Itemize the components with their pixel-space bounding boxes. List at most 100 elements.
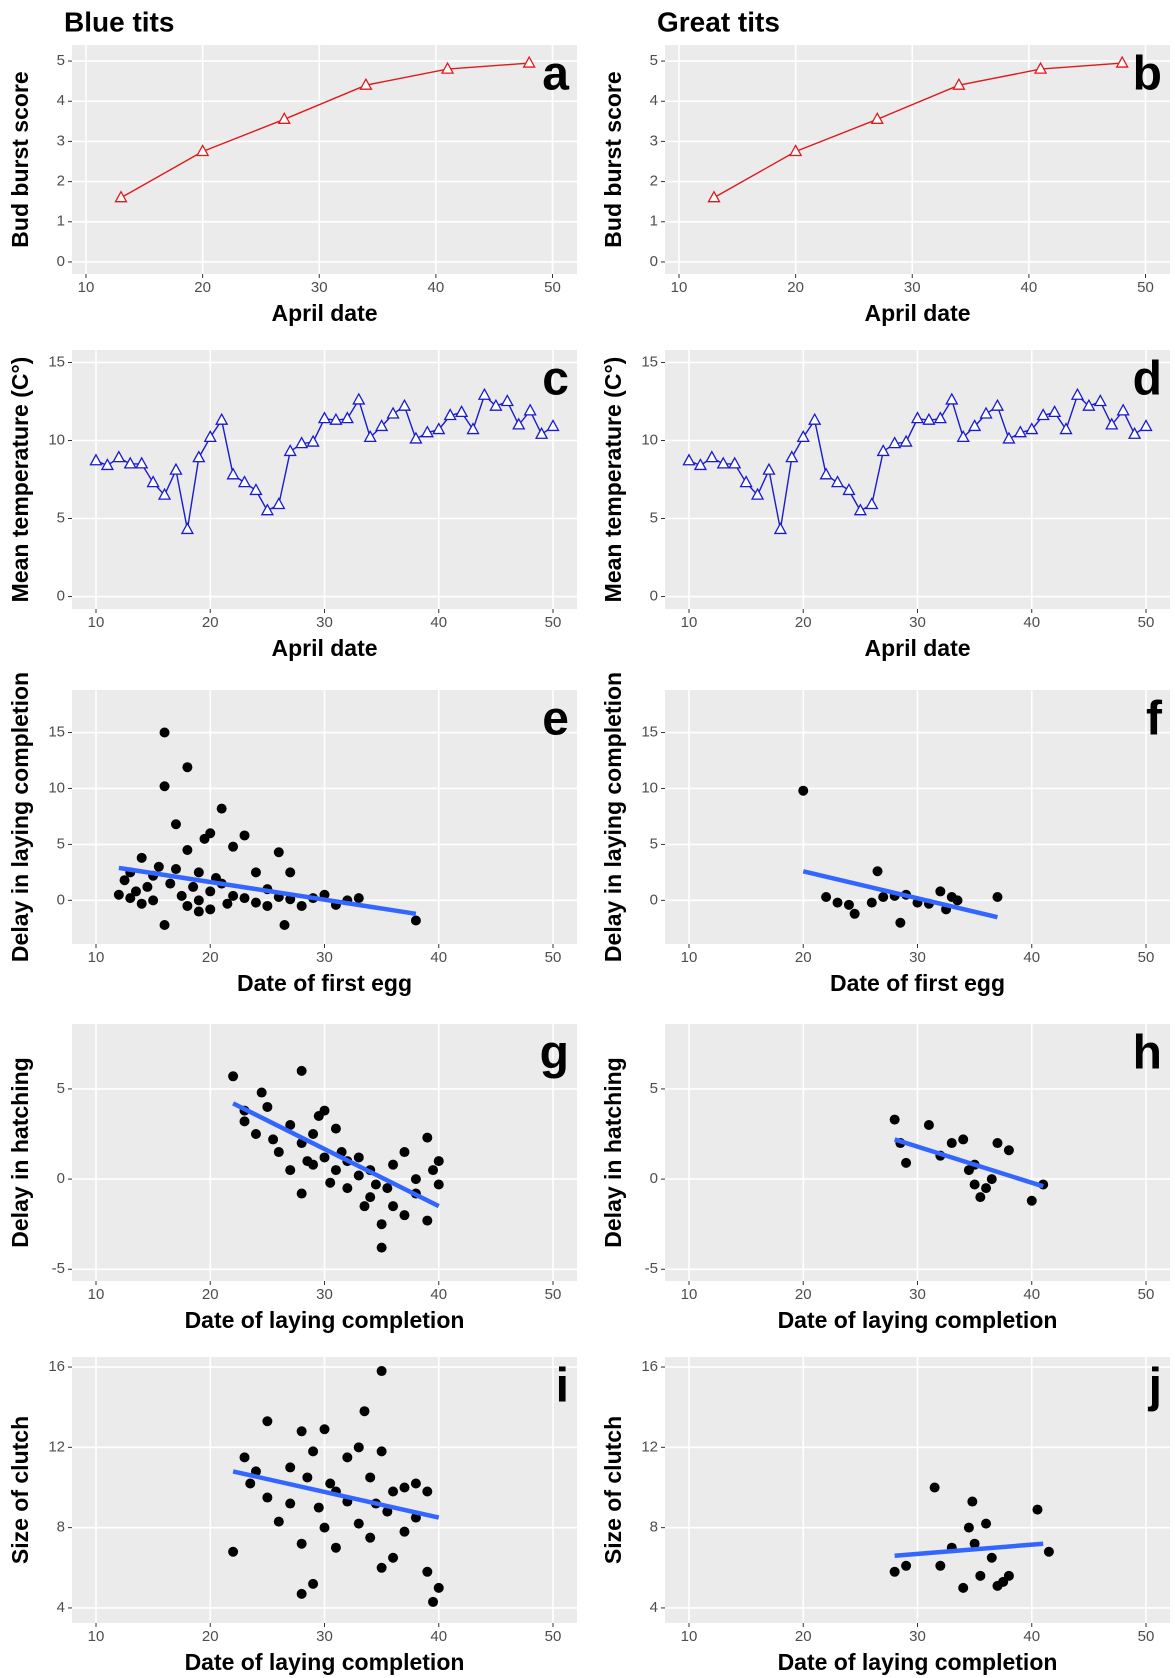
point [113, 889, 124, 900]
marker [789, 144, 803, 157]
x-tick-label: 10 [681, 614, 698, 631]
x-tick-label: 10 [88, 1628, 105, 1645]
point [142, 881, 153, 892]
panel-letter: j [1148, 1360, 1162, 1413]
marker [420, 425, 434, 438]
y-tick-label: 4 [57, 1599, 65, 1616]
marker [477, 387, 492, 400]
marker [707, 190, 721, 203]
marker [705, 450, 719, 463]
point [353, 893, 364, 904]
plot-background [665, 45, 1170, 274]
panel-letter: f [1146, 693, 1163, 746]
y-tick-label: 15 [48, 353, 65, 370]
marker [819, 467, 833, 480]
point [228, 1071, 239, 1082]
panel: 10 20 30 40 50 0 5 10 15 Date of first egg Delay i… [7, 672, 577, 996]
marker [386, 406, 400, 419]
point [268, 1134, 279, 1145]
y-tick-label: 12 [48, 1438, 65, 1455]
point [262, 1492, 273, 1503]
point [969, 1179, 980, 1190]
fit-line [118, 865, 417, 917]
point [388, 1201, 399, 1212]
x-tick-label: 30 [311, 279, 328, 296]
marker [956, 430, 970, 443]
point [273, 1147, 284, 1158]
marker [773, 522, 787, 535]
marker [968, 419, 982, 432]
x-tick-label: 30 [909, 949, 926, 966]
marker [910, 411, 925, 424]
panel: 10 20 30 40 50 0 5 10 15 April date Mean temperatu… [600, 350, 1170, 661]
point [1003, 1570, 1014, 1581]
marker [853, 503, 867, 516]
marker [796, 430, 810, 443]
marker [329, 412, 343, 425]
x-tick-label: 10 [681, 949, 698, 966]
point [410, 1478, 421, 1489]
point [119, 875, 130, 886]
point [136, 898, 147, 909]
point [353, 1518, 364, 1529]
point [376, 1446, 387, 1457]
panel: 10 20 30 40 50 4 8 12 16 Date of laying completio… [600, 1357, 1170, 1675]
point [958, 1134, 969, 1145]
y-tick-label: 4 [57, 92, 65, 109]
x-tick-label: 50 [1138, 1286, 1155, 1303]
y-tick-label: 10 [48, 779, 65, 796]
point [981, 1518, 992, 1529]
point [1026, 1195, 1037, 1206]
marker [952, 77, 966, 90]
point [992, 1138, 1003, 1149]
x-tick-label: 50 [1138, 614, 1155, 631]
marker [277, 111, 291, 124]
y-tick-label: 0 [57, 1170, 65, 1187]
y-tick-label: 0 [650, 1170, 658, 1187]
point [136, 852, 147, 863]
marker [1093, 394, 1107, 407]
marker [728, 456, 742, 469]
x-tick-label: 50 [545, 1628, 562, 1645]
point [849, 908, 860, 919]
x-tick-label: 40 [430, 614, 447, 631]
marker [739, 475, 753, 488]
point [170, 819, 181, 830]
x-tick-label: 50 [1138, 1628, 1155, 1645]
marker [1033, 61, 1048, 74]
point [370, 1179, 381, 1190]
marker [409, 431, 423, 444]
x-tick-label: 50 [544, 279, 561, 296]
point [205, 828, 216, 839]
marker [352, 392, 366, 405]
marker [157, 487, 172, 500]
panel: 10 20 30 40 50 0 1 2 3 4 5 April date Bud burst scor… [600, 6, 1170, 326]
x-tick-label: 10 [88, 949, 105, 966]
marker [226, 467, 240, 480]
x-tick-label: 30 [909, 1628, 926, 1645]
x-tick-label: 10 [78, 279, 95, 296]
point [125, 893, 136, 904]
marker [500, 394, 514, 407]
point [929, 1482, 940, 1493]
point [308, 1578, 319, 1589]
marker [432, 422, 446, 435]
point [975, 1570, 986, 1581]
marker [375, 419, 389, 432]
marker [1115, 55, 1129, 68]
marker [317, 411, 332, 424]
point [878, 892, 889, 903]
y-tick-label: 8 [57, 1519, 65, 1536]
y-tick-label: 4 [650, 92, 658, 109]
point [296, 1588, 307, 1599]
point [153, 861, 164, 872]
point [353, 1442, 364, 1453]
x-tick-label: 30 [316, 1286, 333, 1303]
marker [283, 444, 297, 457]
point [245, 1478, 256, 1489]
point [228, 841, 239, 852]
x-axis-label: Date of first egg [830, 970, 1005, 996]
point [388, 1486, 399, 1497]
plot-background [72, 45, 577, 274]
point [963, 1522, 974, 1533]
